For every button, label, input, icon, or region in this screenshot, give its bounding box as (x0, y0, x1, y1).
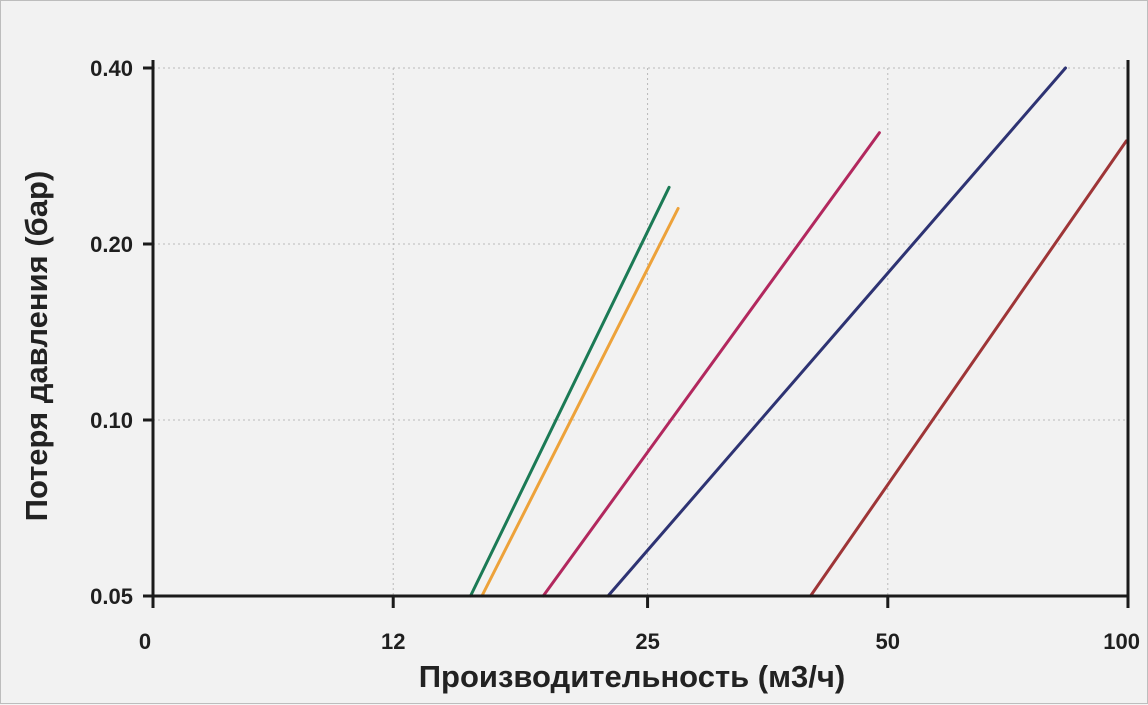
x-tick-label: 0 (139, 629, 151, 654)
x-axis-title: Производительность (м3/ч) (419, 659, 845, 694)
series-line-2 (480, 207, 680, 598)
y-axis-title: Потеря давления (бар) (19, 171, 54, 522)
series-line-3 (541, 131, 881, 598)
y-tick-label: 0.05 (90, 584, 133, 609)
x-tick-label: 12 (381, 629, 405, 654)
series-line-4 (606, 66, 1067, 598)
x-tick-label: 25 (635, 629, 659, 654)
x-tick-label: 100 (1103, 629, 1140, 654)
series-line-1 (469, 185, 671, 598)
series-line-5 (809, 139, 1128, 598)
y-tick-label: 0.10 (90, 408, 133, 433)
y-tick-label: 0.40 (90, 56, 133, 81)
x-tick-label: 50 (876, 629, 900, 654)
y-tick-label: 0.20 (90, 232, 133, 257)
